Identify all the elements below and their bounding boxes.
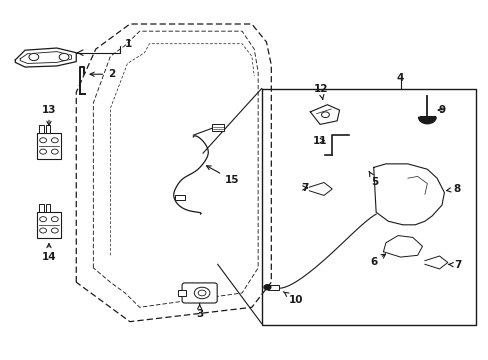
Text: 10: 10 — [283, 292, 303, 305]
Circle shape — [29, 53, 39, 60]
Polygon shape — [373, 164, 444, 225]
FancyBboxPatch shape — [182, 283, 217, 303]
Text: 7: 7 — [447, 260, 460, 270]
Wedge shape — [418, 117, 435, 124]
Bar — [178, 290, 185, 296]
Bar — [175, 195, 184, 201]
Text: 7: 7 — [300, 183, 307, 193]
Text: 5: 5 — [368, 171, 378, 187]
Text: 2: 2 — [90, 69, 115, 79]
Bar — [45, 204, 50, 212]
FancyBboxPatch shape — [37, 212, 61, 238]
Text: 1: 1 — [124, 40, 132, 49]
Text: 4: 4 — [396, 73, 404, 83]
Text: 8: 8 — [446, 184, 459, 194]
Circle shape — [59, 53, 69, 60]
Text: 9: 9 — [437, 105, 445, 115]
Text: 3: 3 — [196, 304, 203, 319]
Bar — [39, 204, 43, 212]
Bar — [45, 125, 50, 133]
Text: 12: 12 — [313, 84, 327, 99]
Polygon shape — [383, 235, 422, 257]
Bar — [211, 125, 224, 131]
Text: 15: 15 — [206, 166, 239, 185]
Circle shape — [264, 285, 270, 290]
Polygon shape — [309, 183, 331, 195]
Polygon shape — [310, 105, 339, 125]
Bar — [267, 285, 278, 290]
Circle shape — [194, 287, 209, 299]
Text: 11: 11 — [312, 136, 326, 145]
Text: 14: 14 — [41, 244, 56, 262]
Polygon shape — [424, 256, 447, 269]
Polygon shape — [15, 48, 76, 67]
FancyBboxPatch shape — [37, 133, 61, 159]
Bar — [39, 125, 43, 133]
Text: 13: 13 — [41, 105, 56, 125]
Text: 6: 6 — [369, 254, 385, 267]
